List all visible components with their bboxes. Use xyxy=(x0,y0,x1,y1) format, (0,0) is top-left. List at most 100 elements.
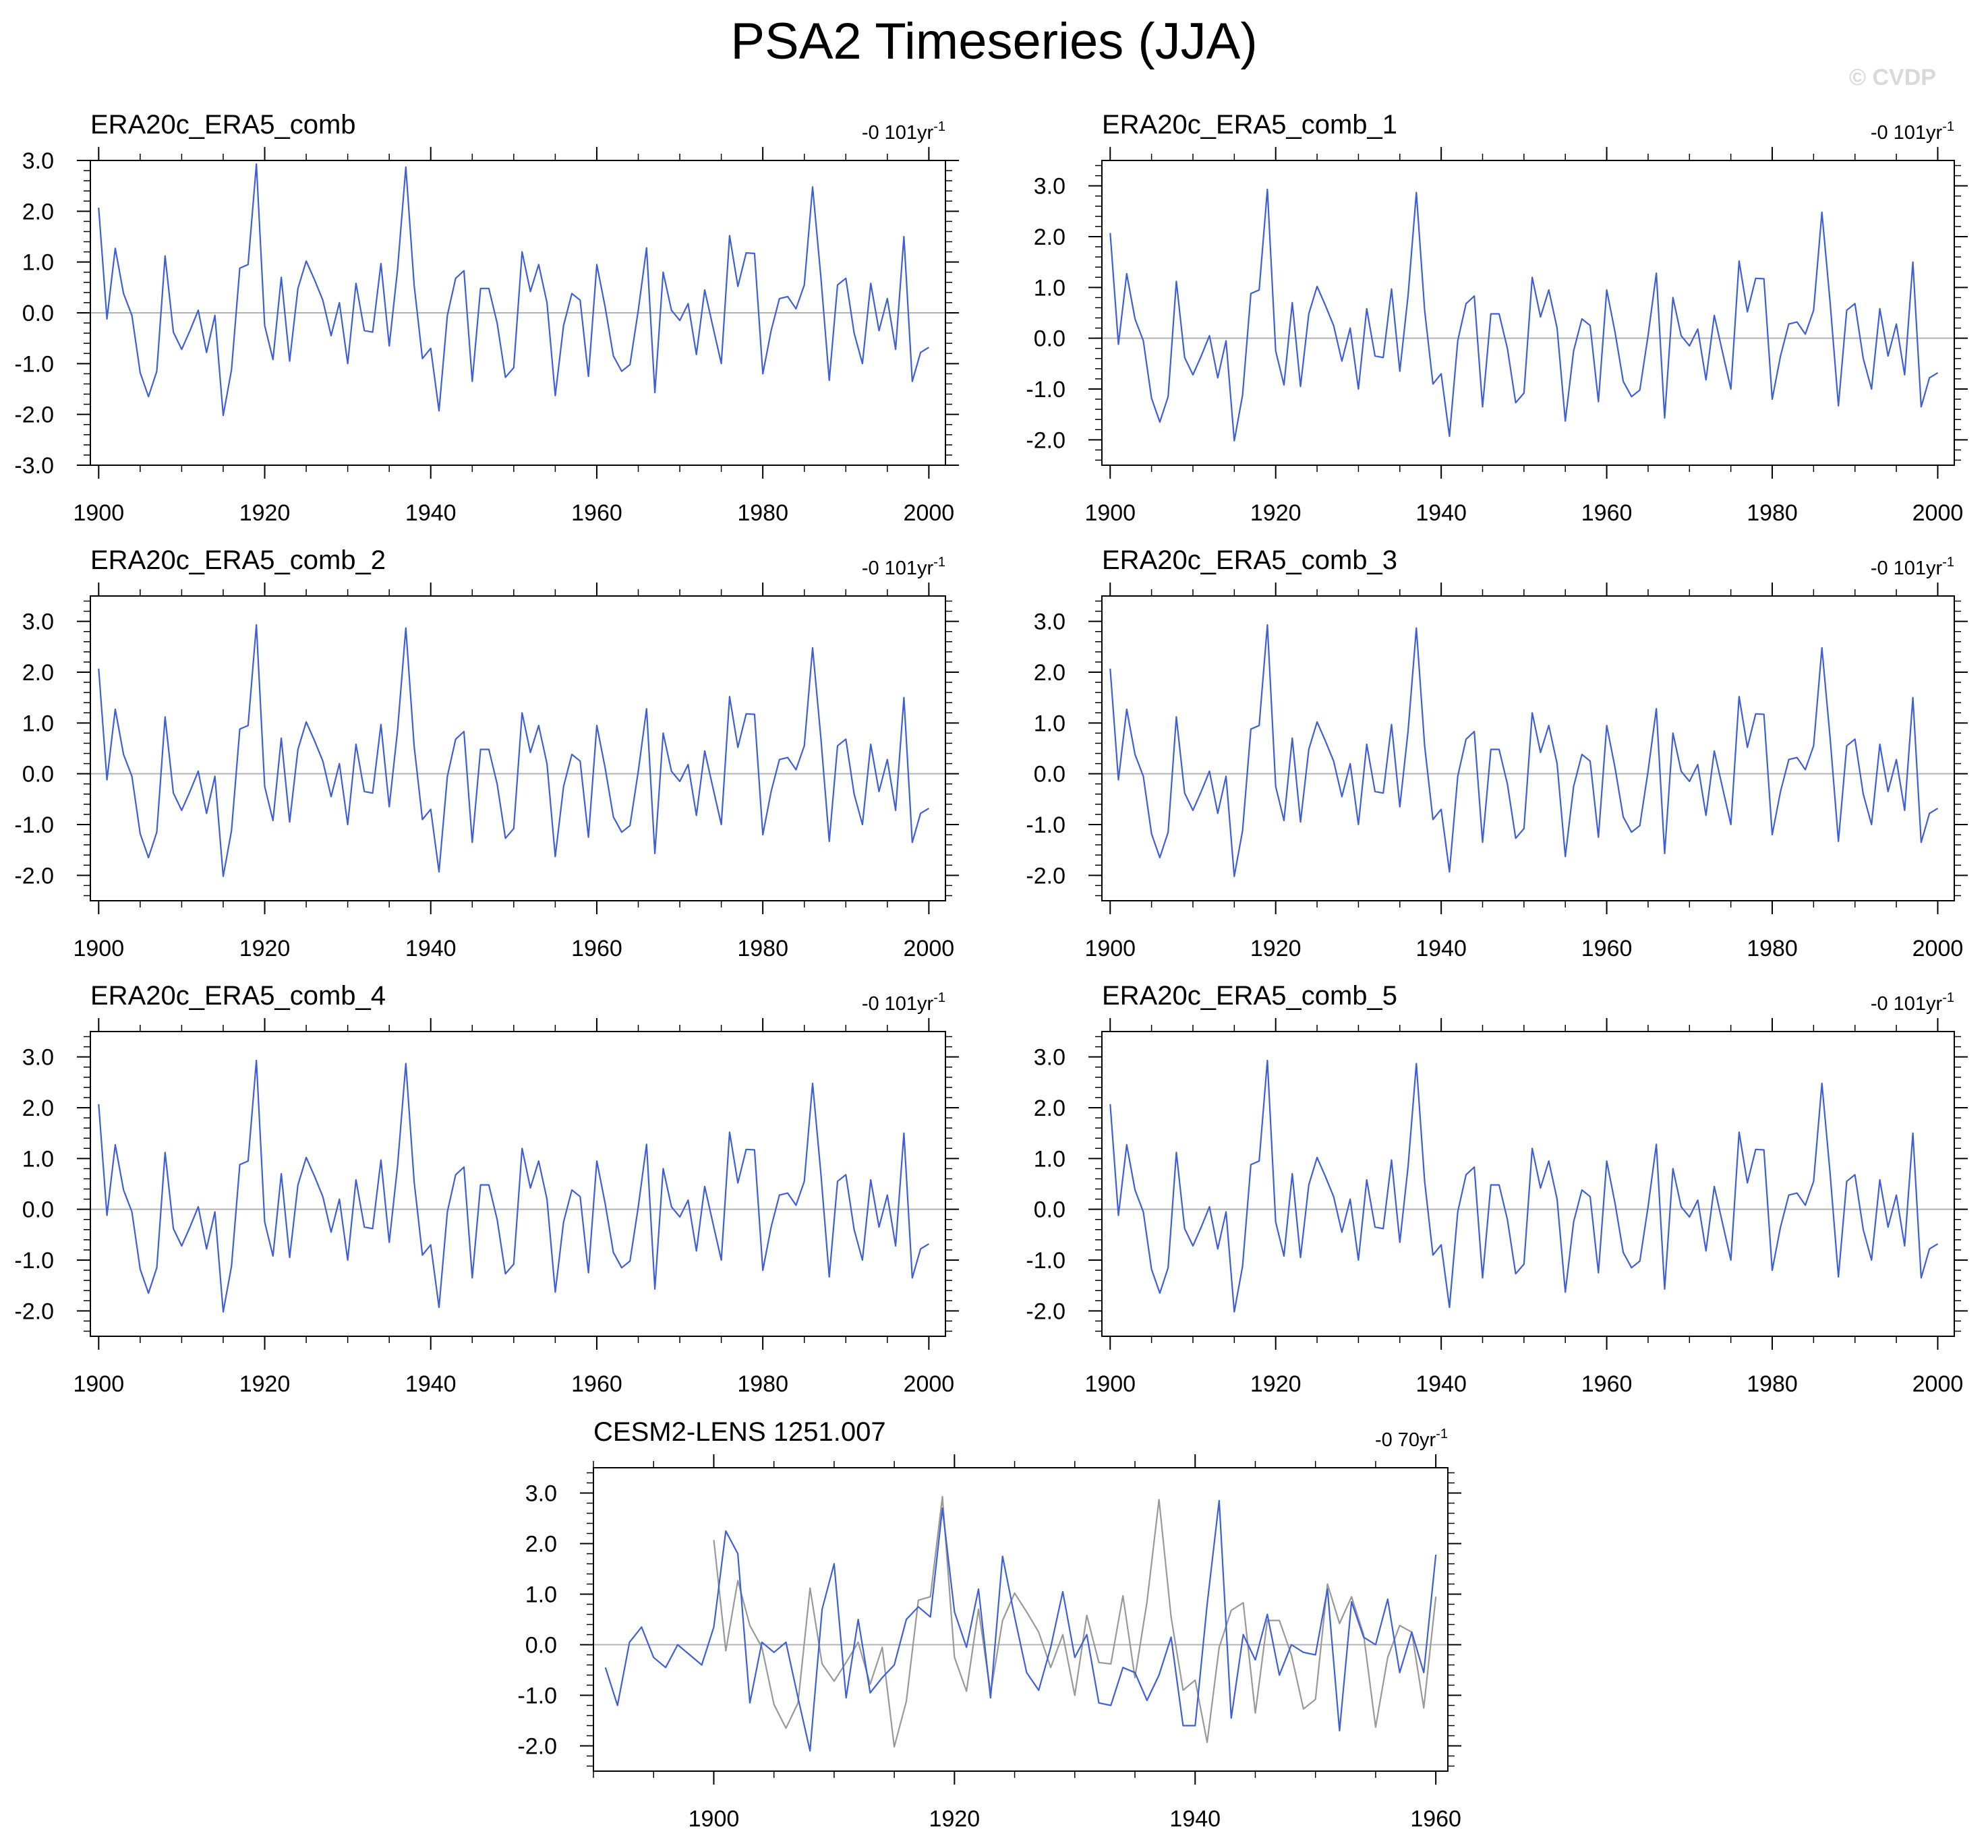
trend-value: -0 101yr xyxy=(862,558,934,579)
y-tick-label: -2.0 xyxy=(14,1299,54,1324)
y-tick-label: 0.0 xyxy=(22,762,54,787)
plot-frame xyxy=(90,1031,946,1337)
chart-panel: ERA20c_ERA5_comb_4 -0 101yr-1 -2.0 -1.0 0.0 1… xyxy=(14,981,959,1397)
y-tick-label: 0.0 xyxy=(1034,1197,1065,1223)
y-tick-label: -1.0 xyxy=(1026,377,1065,403)
x-tick-label: 1920 xyxy=(1250,1371,1302,1397)
y-tick-label: 0.0 xyxy=(1034,762,1065,787)
y-tick-label: 2.0 xyxy=(22,1096,54,1121)
plot-frame xyxy=(593,1467,1449,1772)
trend-value: -0 70yr xyxy=(1375,1429,1436,1451)
x-tick-label: 1960 xyxy=(1581,936,1633,961)
y-tick-label: 1.0 xyxy=(22,711,54,736)
y-tick-label: 1.0 xyxy=(1034,275,1065,301)
trend-value: -0 101yr xyxy=(1871,993,1943,1015)
x-tick-label: 1920 xyxy=(239,936,291,961)
panel-title: ERA20c_ERA5_comb_5 xyxy=(1102,981,1397,1011)
x-tick-label: 1940 xyxy=(1415,500,1467,526)
trend-superscript: -1 xyxy=(1942,555,1954,570)
x-tick-label: 1900 xyxy=(1084,936,1136,961)
chart-panel: ERA20c_ERA5_comb -0 101yr-1 -3.0 -2.0 -1.0 0.… xyxy=(14,110,959,526)
y-tick-label: -2.0 xyxy=(517,1734,557,1760)
x-tick-label: 1960 xyxy=(1581,1371,1633,1397)
x-tick-label: 2000 xyxy=(904,500,955,526)
chart-panel: ERA20c_ERA5_comb_3 -0 101yr-1 -2.0 -1.0 0.0 1… xyxy=(1026,545,1968,961)
chart-panel: ERA20c_ERA5_comb_2 -0 101yr-1 -2.0 -1.0 0.0 1… xyxy=(14,545,959,961)
y-tick-label: 0.0 xyxy=(22,1197,54,1223)
x-tick-label: 2000 xyxy=(1912,936,1964,961)
x-tick-label: 1980 xyxy=(737,1371,788,1397)
trend-superscript: -1 xyxy=(933,990,945,1005)
panel-title: CESM2-LENS 1251.007 xyxy=(593,1417,886,1447)
y-tick-label: -1.0 xyxy=(14,812,54,838)
x-tick-label: 1940 xyxy=(1169,1806,1221,1832)
x-tick-label: 1920 xyxy=(929,1806,981,1832)
chart-panel: ERA20c_ERA5_comb_5 -0 101yr-1 -2.0 -1.0 0.0 1… xyxy=(1026,981,1968,1397)
x-tick-label: 1940 xyxy=(1415,936,1467,961)
series-line-1 xyxy=(1109,188,1939,442)
trend-value: -0 101yr xyxy=(862,122,934,144)
trend-value: -0 101yr xyxy=(1871,122,1943,144)
x-tick-label: 1900 xyxy=(689,1806,740,1832)
trend-label: -0 101yr-1 xyxy=(862,990,945,1015)
y-tick-label: -1.0 xyxy=(517,1683,557,1709)
x-tick-label: 1980 xyxy=(1747,500,1798,526)
y-tick-label: 1.0 xyxy=(22,1146,54,1172)
trend-label: -0 101yr-1 xyxy=(862,119,945,144)
panel-title: ERA20c_ERA5_comb xyxy=(90,110,356,140)
trend-superscript: -1 xyxy=(933,555,945,570)
x-tick-label: 1900 xyxy=(73,1371,124,1397)
trend-label: -0 101yr-1 xyxy=(862,555,945,579)
trend-label: -0 70yr-1 xyxy=(1375,1427,1448,1451)
y-tick-label: 1.0 xyxy=(1034,711,1065,736)
y-tick-label: -2.0 xyxy=(1026,427,1065,453)
x-tick-label: 1940 xyxy=(405,1371,457,1397)
y-tick-label: 2.0 xyxy=(22,660,54,686)
series-line-1 xyxy=(604,1499,1437,1752)
x-tick-label: 1920 xyxy=(1250,936,1302,961)
trend-value: -0 101yr xyxy=(862,993,934,1015)
x-tick-label: 1920 xyxy=(239,1371,291,1397)
y-tick-label: 2.0 xyxy=(1034,660,1065,686)
y-tick-label: 2.0 xyxy=(1034,1096,1065,1121)
panel-title: ERA20c_ERA5_comb_4 xyxy=(90,981,386,1011)
x-tick-label: 1940 xyxy=(405,500,457,526)
y-tick-label: 3.0 xyxy=(1034,174,1065,200)
chart-panel: CESM2-LENS 1251.007 -0 70yr-1 -2.0 -1.0 0.0 1… xyxy=(517,1417,1461,1832)
x-tick-label: 1960 xyxy=(571,500,622,526)
x-tick-label: 1900 xyxy=(73,936,124,961)
series-line-1 xyxy=(98,624,929,877)
x-tick-label: 2000 xyxy=(1912,1371,1964,1397)
trend-value: -0 101yr xyxy=(1871,558,1943,579)
y-tick-label: -2.0 xyxy=(1026,863,1065,889)
y-tick-label: 1.0 xyxy=(1034,1146,1065,1172)
x-tick-label: 1920 xyxy=(1250,500,1302,526)
watermark: © CVDP xyxy=(1849,65,1936,90)
series-line-1 xyxy=(1109,1059,1939,1313)
y-tick-label: -3.0 xyxy=(14,453,54,479)
x-tick-label: 2000 xyxy=(904,936,955,961)
plot-frame xyxy=(1101,1031,1955,1337)
plot-frame xyxy=(1101,595,1955,901)
y-tick-label: 3.0 xyxy=(525,1481,557,1507)
y-tick-label: 3.0 xyxy=(22,609,54,635)
trend-label: -0 101yr-1 xyxy=(1871,555,1954,579)
x-tick-label: 1980 xyxy=(1747,1371,1798,1397)
y-tick-label: -2.0 xyxy=(14,863,54,889)
trend-superscript: -1 xyxy=(1942,119,1954,134)
y-tick-label: 3.0 xyxy=(1034,609,1065,635)
y-tick-label: -1.0 xyxy=(1026,1248,1065,1274)
panel-title: ERA20c_ERA5_comb_1 xyxy=(1102,110,1397,140)
y-tick-label: 1.0 xyxy=(525,1582,557,1608)
trend-superscript: -1 xyxy=(933,119,945,134)
x-tick-label: 1940 xyxy=(405,936,457,961)
y-tick-label: -2.0 xyxy=(1026,1299,1065,1324)
y-tick-label: 1.0 xyxy=(22,250,54,276)
y-tick-label: 3.0 xyxy=(22,1045,54,1071)
figure-title: PSA2 Timeseries (JJA) xyxy=(730,13,1258,70)
x-tick-label: 1980 xyxy=(737,936,788,961)
panel-title: ERA20c_ERA5_comb_2 xyxy=(90,545,386,575)
plot-frame xyxy=(90,160,946,466)
y-tick-label: -1.0 xyxy=(14,1248,54,1274)
